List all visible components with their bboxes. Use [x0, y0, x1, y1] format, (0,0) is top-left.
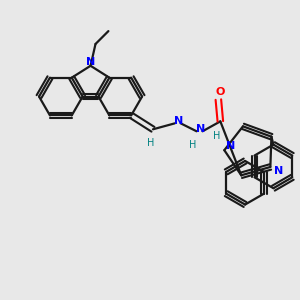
Text: N: N	[86, 57, 95, 67]
Text: N: N	[226, 141, 235, 151]
Text: N: N	[196, 124, 205, 134]
Text: H: H	[147, 138, 155, 148]
Text: O: O	[216, 87, 225, 97]
Text: N: N	[174, 116, 183, 126]
Text: N: N	[274, 166, 283, 176]
Text: H: H	[189, 140, 196, 150]
Text: H: H	[213, 131, 220, 141]
